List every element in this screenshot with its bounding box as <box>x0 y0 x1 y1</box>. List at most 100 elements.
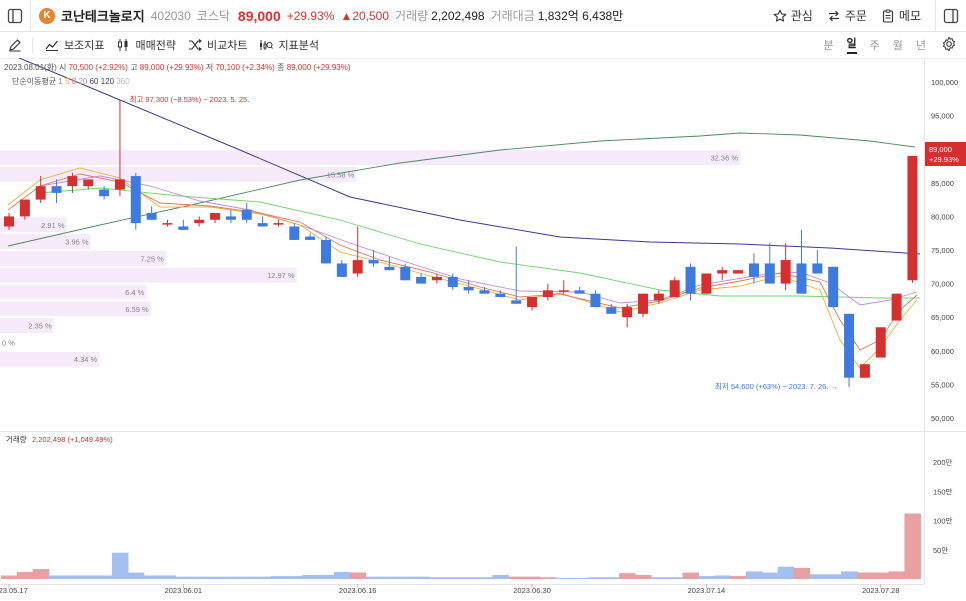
candlesticks <box>4 100 918 388</box>
volume-bar <box>460 577 478 579</box>
side-panel-icon <box>943 8 959 23</box>
ma360-line <box>7 132 916 247</box>
close-value: 89,000 (+29.93%) <box>286 63 351 72</box>
volume-profile-label: 0 % <box>2 338 15 347</box>
candle-body <box>812 263 823 274</box>
volume-profile-label: 3.96 % <box>65 238 89 247</box>
close-label: 종 <box>277 63 285 72</box>
price-tick-label: 75,000 <box>931 246 954 255</box>
volume-bar <box>96 575 113 579</box>
candle-body <box>146 213 157 220</box>
candle-body <box>891 293 902 321</box>
candle-body <box>558 290 569 292</box>
strategy-button[interactable]: 매매전략 <box>116 37 176 53</box>
price-axis: 100,00095,00090,00085,00080,00075,00070,… <box>931 78 958 423</box>
volume-bar <box>286 576 303 579</box>
volume-bar <box>444 577 462 579</box>
ma8-line <box>7 173 918 351</box>
volume-profile-bar <box>0 150 740 165</box>
volume-bar <box>222 576 240 579</box>
time-tick-label: 2023.06.01 <box>165 586 203 595</box>
time-tick-label: 2023.07.28 <box>862 586 900 595</box>
price-tick-label: 80,000 <box>931 212 954 221</box>
time-axis: 2023.05.17 2023.06.01 2023.06.16 2023.06.30… <box>0 584 900 595</box>
memo-label: 메모 <box>898 9 921 23</box>
order-label: 주문 <box>844 9 867 23</box>
ma-period-20: 20 <box>78 77 88 86</box>
indicators-button[interactable]: 보조지표 <box>45 37 104 53</box>
volume-bar <box>127 572 145 579</box>
volume-bar <box>80 575 97 579</box>
period-tab-year[interactable]: 년 <box>915 39 926 52</box>
candle-body <box>574 290 585 294</box>
price-chart[interactable]: 32.36 % 15.58 % 2.91 %3.96 % 7.25 % 12.97 % 6… <box>0 58 966 601</box>
volume-bar <box>825 574 842 579</box>
candle-body <box>83 179 94 187</box>
period-tab-day[interactable]: 일 <box>846 35 857 54</box>
chart-settings-button[interactable] <box>938 33 960 55</box>
change-percent: +29.93% <box>286 8 335 23</box>
candle-body <box>384 266 395 271</box>
side-panel-toggle-button[interactable] <box>936 1 966 31</box>
volume-profile-bar <box>0 318 54 333</box>
period-tabs: 분 일 주 월 년 <box>823 31 926 58</box>
volume-bar <box>809 574 826 579</box>
volume-bar <box>698 576 715 579</box>
candle-body <box>590 293 601 308</box>
ma120-line <box>17 58 921 255</box>
price-tick-label: 95,000 <box>931 112 954 121</box>
header-actions: 관심 주문 메모 <box>773 0 966 31</box>
ma-period-5: 5 <box>65 77 70 86</box>
volume-bar <box>1 575 18 579</box>
volume-bar <box>381 576 398 579</box>
high-label: 고 <box>130 63 138 72</box>
candle-strategy-icon <box>118 38 128 51</box>
volume-bar <box>159 575 176 579</box>
period-tab-minute[interactable]: 분 <box>823 39 834 52</box>
chart-toolbar: 보조지표 매매전략 비교차트 지표분석 <box>0 31 966 58</box>
time-tick-label: 2023.05.17 <box>0 586 28 595</box>
volume-profile-label: 15.58 % <box>327 170 355 179</box>
volume-bar <box>143 575 161 579</box>
ma60-line <box>39 187 920 299</box>
analysis-button[interactable]: 지표분석 <box>259 37 319 53</box>
ma-period-8: 8 <box>71 77 77 86</box>
stock-name[interactable]: 코난테크놀로지 <box>61 9 145 24</box>
time-tick-label: 2023.07.14 <box>688 586 726 595</box>
volume-profile-label: 12.97 % <box>267 271 295 280</box>
star-icon <box>773 9 787 22</box>
candle-body <box>194 219 205 224</box>
volume-bar <box>318 574 335 579</box>
volume-bar <box>904 513 921 579</box>
strategy-label: 매매전략 <box>135 39 176 52</box>
candle-body <box>210 213 221 220</box>
period-tab-month[interactable]: 월 <box>892 39 903 52</box>
draw-button[interactable] <box>8 38 22 52</box>
volume-bar <box>254 576 272 579</box>
memo-button[interactable]: 메모 <box>881 7 921 24</box>
volume-bar <box>793 567 810 579</box>
time-tick-label: 2023.06.16 <box>339 586 377 595</box>
volume-bar <box>524 576 541 579</box>
volume-value: 2,202,498 <box>431 8 485 23</box>
candle-body <box>225 216 236 220</box>
price-tick-label: 85,000 <box>931 179 954 188</box>
period-tab-week[interactable]: 주 <box>869 39 880 52</box>
volume-bar <box>714 575 731 579</box>
watch-button[interactable]: 관심 <box>773 7 813 24</box>
order-button[interactable]: 주문 <box>827 7 867 24</box>
compare-label: 비교차트 <box>206 39 248 52</box>
candle-body <box>875 327 886 358</box>
trade-value: 1,832억 6,438만 <box>537 9 624 23</box>
volume-bar <box>207 576 224 579</box>
candle-body <box>907 155 918 281</box>
high-value: 89,000 (+29.93%) <box>139 63 204 72</box>
volume-bar <box>365 576 383 579</box>
candle-body <box>447 276 458 287</box>
volume-label: 거래량 <box>395 9 429 23</box>
volume-bar <box>349 572 367 579</box>
change-amount: ▲20,500 <box>340 8 390 23</box>
sidebar-toggle-button[interactable] <box>0 1 30 31</box>
compare-button[interactable]: 비교차트 <box>188 37 247 53</box>
candle-body <box>685 266 696 294</box>
